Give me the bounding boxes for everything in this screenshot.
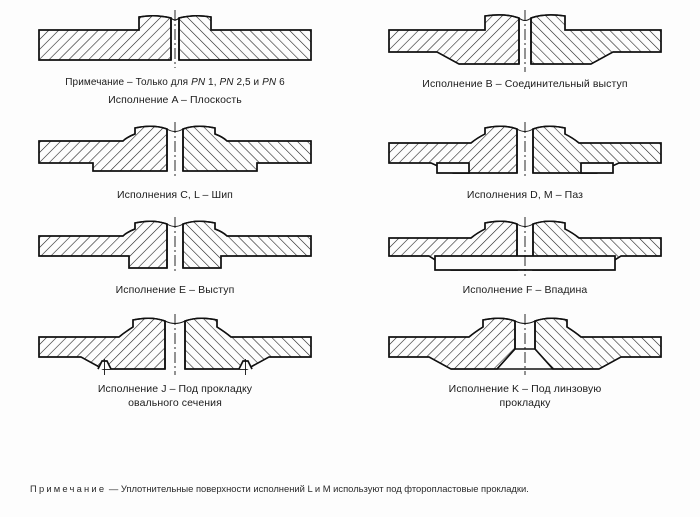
figure-F-caption: Исполнение F – Впадина bbox=[462, 284, 588, 296]
flange-diagram-A bbox=[38, 10, 312, 68]
figure-A-caption: Исполнение A – Плоскость bbox=[108, 94, 242, 106]
figure-A: Примечание – Только для PN 1, PN 2,5 и P… bbox=[0, 4, 350, 107]
flange-diagram-J bbox=[38, 314, 312, 375]
figure-A-note: Примечание – Только для PN 1, PN 2,5 и P… bbox=[65, 77, 285, 88]
footnote-dash: — bbox=[106, 483, 121, 494]
figure-grid: Примечание – Только для PN 1, PN 2,5 и P… bbox=[0, 4, 700, 410]
figure-J-caption-line1: Исполнение J – Под прокладку bbox=[97, 383, 253, 395]
figure-C-L: Исполнения C, L – Шип bbox=[0, 117, 350, 202]
flange-diagram-B bbox=[388, 10, 662, 72]
figure-D-M: Исполнения D, M – Паз bbox=[350, 117, 700, 202]
figure-K-caption-line1: Исполнение K – Под линзовую bbox=[448, 383, 602, 395]
figure-D-M-caption: Исполнения D, M – Паз bbox=[466, 189, 584, 201]
figure-K-caption-line2: прокладку bbox=[499, 397, 551, 409]
figure-K: Исполнение K – Под линзовую прокладку bbox=[350, 309, 700, 410]
flange-diagram-D-M bbox=[388, 122, 662, 179]
sheet-footnote: Примечание — Уплотнительные поверхности … bbox=[30, 482, 682, 496]
figure-E: Исполнение E – Выступ bbox=[0, 212, 350, 297]
flange-diagram-C-L bbox=[38, 122, 312, 179]
figure-F: Исполнение F – Впадина bbox=[350, 212, 700, 297]
flange-diagram-K bbox=[388, 314, 662, 375]
flange-diagram-F bbox=[388, 217, 662, 276]
flange-diagram-E bbox=[38, 217, 312, 274]
figure-C-L-caption: Исполнения C, L – Шип bbox=[117, 189, 233, 201]
footnote-label: Примечание bbox=[30, 483, 107, 494]
footnote-text: Уплотнительные поверхности исполнений L … bbox=[120, 483, 529, 494]
figure-J-caption-line2: овального сечения bbox=[128, 397, 222, 409]
figure-J: Исполнение J – Под прокладку овального с… bbox=[0, 309, 350, 410]
figure-B-caption: Исполнение B – Соединительный выступ bbox=[422, 78, 628, 90]
figure-E-caption: Исполнение E – Выступ bbox=[115, 284, 235, 296]
figure-B: Исполнение B – Соединительный выступ bbox=[350, 4, 700, 107]
